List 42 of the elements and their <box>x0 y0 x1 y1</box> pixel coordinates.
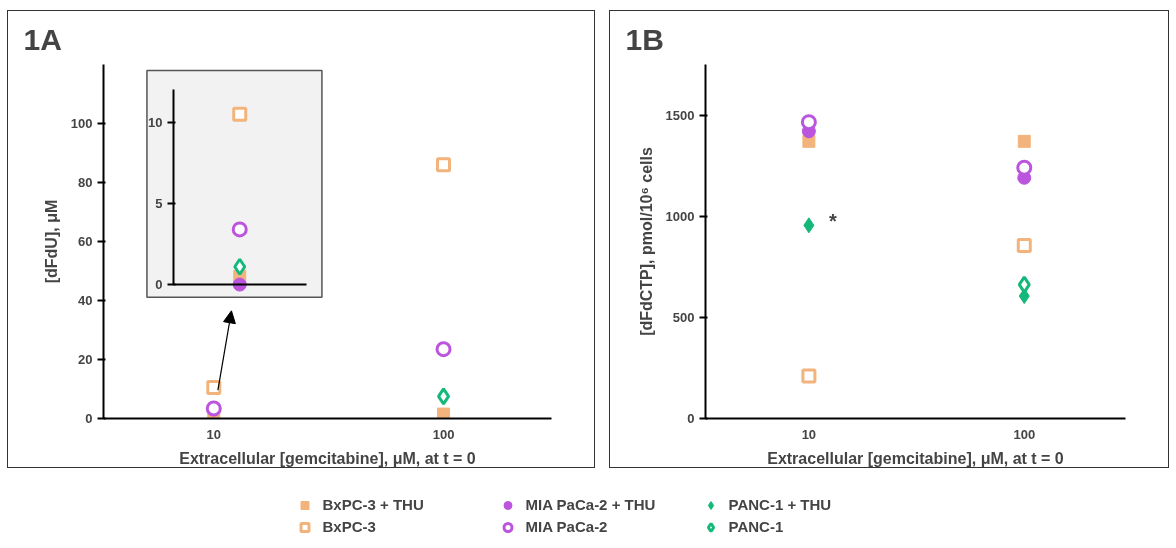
point <box>205 400 222 417</box>
x-tick-label: 10 <box>801 426 817 442</box>
y-tick-label: 40 <box>78 293 93 308</box>
y-tick-label: 10 <box>148 114 163 130</box>
point <box>1017 275 1031 294</box>
legend-label: PANC-1 + THU <box>728 496 833 513</box>
chart-title: 1B <box>625 22 664 56</box>
point <box>1017 134 1031 148</box>
x-tick-label: 100 <box>432 426 455 442</box>
y-tick-label: 60 <box>78 234 93 249</box>
y-tick-label: 0 <box>687 411 695 426</box>
y-tick-label: 1500 <box>665 107 695 123</box>
y-tick-label: 20 <box>78 352 93 367</box>
annotation: * <box>828 210 837 233</box>
point <box>803 217 815 234</box>
y-tick-label: 0 <box>85 411 93 426</box>
y-tick-label: 0 <box>155 277 163 293</box>
legend-label: BxPC-3 + THU <box>322 496 425 513</box>
point <box>206 380 222 396</box>
y-axis-title: [dFdU], μM <box>42 199 60 284</box>
x-axis-title: Extracellular [gemcitabine], μM, at t = 0 <box>767 449 1064 467</box>
y-tick-label: 100 <box>70 116 93 131</box>
point <box>435 341 452 358</box>
y-tick-label: 1000 <box>665 208 695 224</box>
x-tick-label: 100 <box>1013 426 1036 442</box>
point <box>437 407 451 419</box>
x-axis-title: Extracellular [gemcitabine], μM, at t = 0 <box>179 449 476 467</box>
legend-label: PANC-1 <box>728 518 785 535</box>
point <box>437 387 451 406</box>
point <box>1016 238 1032 254</box>
y-tick-label: 5 <box>155 195 163 211</box>
legend-label: BxPC-3 <box>322 518 377 535</box>
point <box>801 368 817 384</box>
y-tick-label: 80 <box>78 175 93 190</box>
point <box>436 157 452 173</box>
y-tick-label: 500 <box>672 309 695 325</box>
y-axis-title: [dFdCTP], pmol/10⁶ cells <box>637 147 655 336</box>
point <box>1016 159 1033 176</box>
legend-label: MIA PaCa-2 + THU <box>525 496 657 513</box>
chart-title: 1A <box>23 22 62 56</box>
legend-label: MIA PaCa-2 <box>525 518 609 535</box>
x-tick-label: 10 <box>206 426 222 442</box>
